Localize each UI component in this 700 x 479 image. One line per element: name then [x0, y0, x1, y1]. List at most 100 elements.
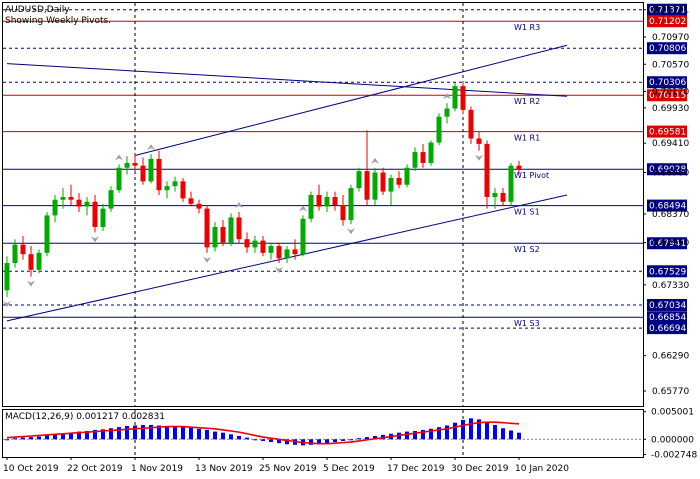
candle-58	[468, 106, 474, 144]
macd-bar-3	[29, 437, 33, 440]
candle-body-12	[100, 208, 106, 227]
candle-1	[12, 239, 18, 268]
macd-bar-45	[365, 437, 369, 440]
pivot-label-4: W1 S1	[514, 208, 540, 217]
level-badge-5-bg	[647, 322, 687, 335]
macd-bar-43	[349, 439, 353, 441]
level-badge-5: 0.66694	[647, 322, 687, 335]
level-badge-4-bg	[647, 298, 687, 311]
macd-bar-5	[45, 435, 49, 440]
macd-bar-44	[357, 438, 361, 440]
macd-bar-14	[117, 427, 121, 440]
candle-30	[244, 232, 250, 253]
candle-body-9	[76, 199, 82, 207]
candle-body-48	[388, 177, 394, 192]
candles	[4, 81, 522, 298]
candle-14	[116, 164, 122, 193]
candle-13	[108, 186, 114, 212]
candle-50	[404, 164, 410, 188]
candle-body-31	[252, 240, 258, 248]
candle-body-45	[364, 171, 370, 200]
candle-body-26	[212, 226, 218, 248]
macd-bar-29	[237, 435, 241, 440]
macd-bar-38	[309, 439, 313, 445]
candle-22	[180, 177, 186, 202]
fractal-up-37	[299, 205, 307, 212]
candle-body-19	[156, 158, 162, 191]
macd-bar-58	[469, 418, 473, 440]
candle-37	[300, 215, 306, 257]
candle-20	[164, 181, 170, 199]
candle-body-39	[316, 194, 322, 207]
candle-body-22	[180, 181, 186, 199]
macd-tick-label-2: -0.002748	[651, 451, 697, 461]
macd-bar-6	[53, 434, 57, 440]
fractal-up-18	[147, 144, 155, 151]
candle-body-40	[324, 197, 330, 207]
level-badge-2-text: 0.70306	[649, 78, 686, 88]
level-badge-1-bg	[647, 42, 687, 55]
macd-bar-18	[149, 424, 153, 440]
candle-42	[340, 194, 346, 226]
macd-bar-63	[509, 430, 513, 440]
candle-38	[308, 191, 314, 223]
candle-12	[100, 203, 106, 232]
candle-body-50	[404, 167, 410, 185]
candle-45	[364, 130, 370, 206]
channel-line-1	[134, 44, 568, 156]
price-tick-label-4: 0.69930	[652, 104, 689, 114]
macd-bar-64	[517, 432, 521, 440]
candle-body-47	[380, 172, 386, 192]
macd-bar-27	[221, 432, 225, 440]
pivot-badge-2-text: 0.69581	[649, 128, 686, 138]
candle-40	[324, 191, 330, 212]
level-badge-0-text: 0.71371	[649, 6, 686, 16]
candle-27	[220, 220, 226, 247]
candle-54	[436, 113, 442, 146]
macd-bar-9	[77, 431, 81, 440]
candle-63	[508, 162, 514, 206]
price-tick-label-8: 0.67950	[652, 239, 689, 249]
macd-bar-15	[125, 426, 129, 440]
pivot-badge-3: 0.69028	[647, 163, 687, 176]
candle-49	[396, 171, 402, 189]
macd-bar-17	[141, 424, 145, 440]
macd-bar-13	[109, 428, 113, 440]
candle-body-60	[484, 143, 490, 198]
candle-body-58	[468, 109, 474, 139]
candle-body-21	[172, 181, 178, 187]
pivot-badge-5-text: 0.67941	[649, 239, 686, 249]
macd-bar-32	[261, 439, 265, 441]
pivot-badge-5: 0.67941	[647, 237, 687, 250]
candle-body-43	[348, 188, 354, 221]
macd-bar-23	[189, 427, 193, 440]
fractal-down-43	[347, 228, 355, 235]
price-tick-label-2: 0.70570	[652, 60, 689, 70]
candle-body-59	[476, 138, 482, 144]
candle-39	[316, 184, 322, 211]
macd-bar-31	[253, 439, 257, 441]
candle-body-20	[164, 186, 170, 191]
level-badge-4-text: 0.67034	[649, 301, 686, 311]
macd-bar-8	[69, 432, 73, 440]
candle-5	[44, 211, 50, 257]
candle-56	[452, 82, 458, 112]
candle-body-1	[12, 244, 18, 264]
candle-body-38	[308, 194, 314, 219]
candle-body-18	[148, 158, 154, 182]
macd-signal-line	[6, 421, 520, 445]
candle-59	[476, 131, 482, 151]
price-tick-label-9: 0.67330	[652, 281, 689, 291]
candle-11	[92, 194, 98, 233]
candle-51	[412, 147, 418, 172]
macd-bar-42	[341, 439, 345, 441]
candle-53	[428, 140, 434, 166]
level-badge-4: 0.67034	[647, 298, 687, 311]
candle-body-56	[452, 86, 458, 109]
main-panel-frame	[2, 2, 644, 407]
candle-body-14	[116, 167, 122, 191]
pivot-badge-2: 0.69581	[647, 125, 687, 138]
candle-6	[52, 194, 58, 223]
candle-body-5	[44, 215, 50, 253]
